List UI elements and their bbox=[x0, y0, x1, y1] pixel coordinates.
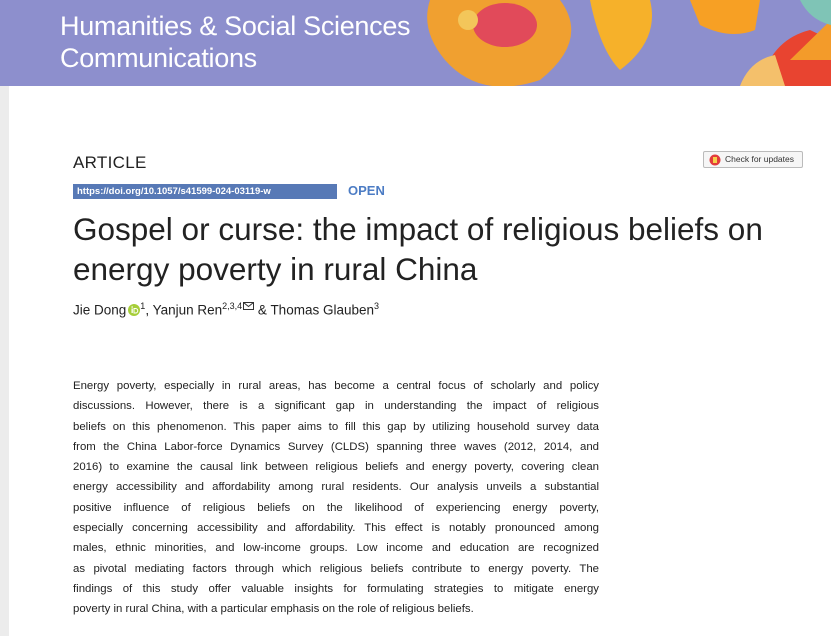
abstract-line: Energy poverty, especially in rural area… bbox=[73, 380, 599, 392]
author-name: Yanjun Ren bbox=[152, 302, 223, 318]
abstract-line: especially concerning accessibility and … bbox=[73, 522, 599, 535]
journal-name: Communications bbox=[60, 43, 257, 73]
affiliation: 2,3,4 bbox=[222, 301, 243, 311]
check-icon bbox=[709, 154, 721, 166]
article-type: ARTICLE bbox=[73, 153, 147, 172]
orcid-icon[interactable] bbox=[128, 303, 141, 316]
banner-artwork bbox=[427, 0, 831, 86]
abstract-line: findings of this study offer valuable in… bbox=[73, 582, 599, 595]
abstract-line: from the China Labor-force Dynamics Surv… bbox=[73, 440, 599, 453]
journal-name: Humanities & Social Sciences bbox=[60, 11, 411, 41]
affiliation: 1 bbox=[140, 301, 146, 311]
check-updates-button[interactable]: Check for updates bbox=[703, 151, 803, 168]
title-line: Gospel or curse: the impact of religious… bbox=[73, 211, 763, 247]
abstract-line: 2016) to examine the causal link between… bbox=[73, 461, 599, 474]
doi-link[interactable]: https://doi.org/10.1057/s41599-024-03119… bbox=[73, 184, 337, 199]
separator: , bbox=[145, 302, 153, 318]
author-list: Jie Dong 1, Yanjun Ren2,3,4 & Thomas Glau… bbox=[73, 301, 379, 318]
article-title: Gospel or curse: the impact of religious… bbox=[73, 209, 813, 289]
check-updates-label: Check for updates bbox=[725, 154, 794, 164]
journal-banner: Humanities & Social Sciences Communicati… bbox=[0, 0, 831, 86]
open-access: OPEN bbox=[348, 183, 385, 198]
author-name: Jie Dong bbox=[73, 302, 127, 318]
abstract-line: poverty in rural China, with a particula… bbox=[73, 603, 474, 616]
author-name: Thomas Glauben bbox=[270, 302, 374, 318]
email-icon[interactable] bbox=[243, 301, 255, 310]
abstract-line: as pivotal mediating factors through whi… bbox=[73, 562, 599, 575]
separator: & bbox=[254, 302, 271, 318]
abstract-line: beliefs on this phenomenon. This paper a… bbox=[73, 420, 599, 433]
abstract-line: positive influence of religious beliefs … bbox=[73, 501, 599, 514]
abstract-line: males, ethnic minorities, and low-income… bbox=[73, 542, 599, 555]
title-line: energy poverty in rural China bbox=[73, 251, 478, 287]
affiliation: 3 bbox=[374, 301, 380, 311]
abstract: Energy poverty, especially in rural area… bbox=[73, 376, 599, 620]
viewer-margin bbox=[0, 86, 9, 636]
abstract-line: discussions. However, there is a signifi… bbox=[73, 400, 599, 413]
abstract-line: energy accessibility and affordability a… bbox=[73, 481, 599, 494]
